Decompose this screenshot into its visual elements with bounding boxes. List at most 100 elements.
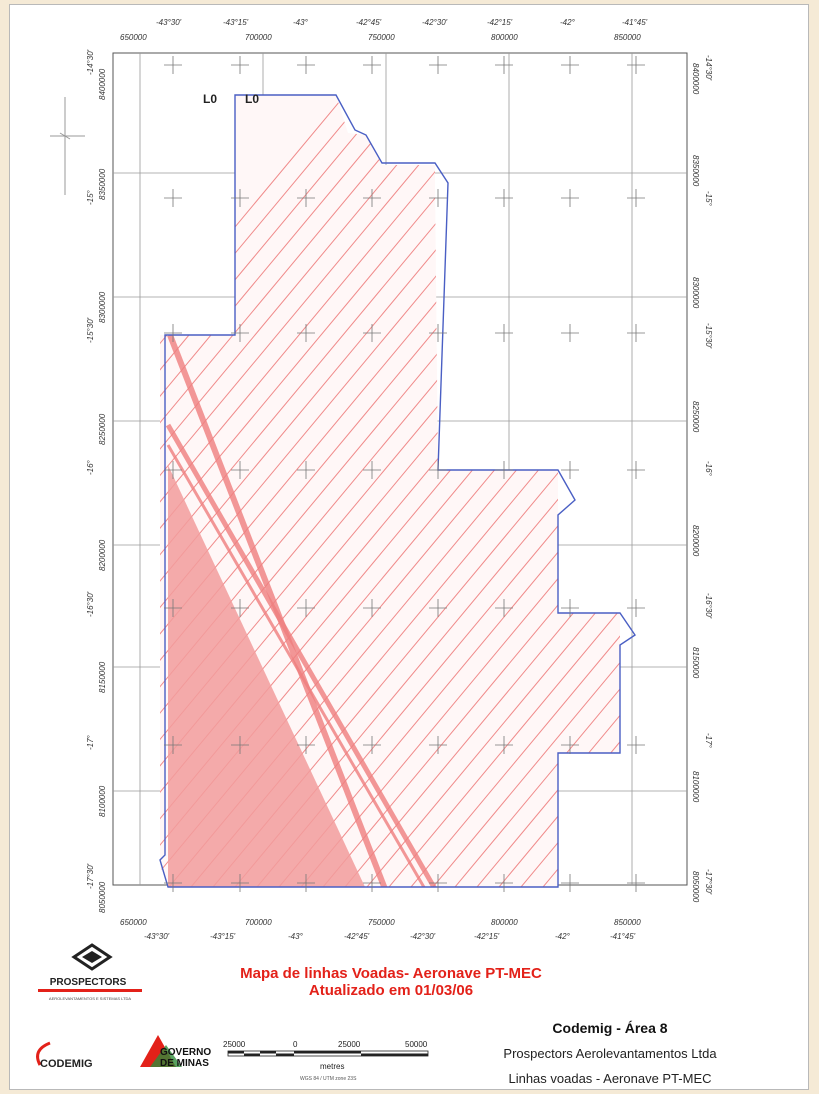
top-longitude-labels: -43°30' -43°15' -43° -42°45' -42°30' -42… [156,18,648,27]
flight-line [395,95,620,887]
svg-text:-42°15': -42°15' [474,932,500,941]
svg-text:8250000: 8250000 [98,413,107,445]
flight-line [351,95,620,887]
svg-text:-43°: -43° [288,932,304,941]
svg-text:-14°30': -14°30' [704,55,713,81]
left-latitude-labels: -14°30' -15° -15°30' -16° -16°30' -17° -… [86,49,95,889]
flight-line [160,95,459,887]
flight-line [160,95,393,887]
svg-text:-15°30': -15°30' [86,317,95,343]
line-label: L0 [245,92,259,106]
svg-text:50000: 50000 [405,1040,428,1049]
svg-text:650000: 650000 [120,33,147,42]
flight-line [285,95,620,887]
svg-text:DE MINAS: DE MINAS [160,1058,209,1069]
svg-text:800000: 800000 [491,918,518,927]
svg-text:-41°45': -41°45' [622,18,648,27]
flight-line [439,95,620,887]
svg-text:-17°30': -17°30' [704,869,713,895]
svg-text:-42°15': -42°15' [487,18,513,27]
flight-line [197,95,620,887]
flight-line [571,95,620,887]
svg-text:-17°30': -17°30' [86,863,95,889]
svg-text:-16°: -16° [86,459,95,475]
svg-text:0: 0 [293,1040,298,1049]
svg-text:8150000: 8150000 [98,661,107,693]
flight-line [770,65,810,905]
svg-text:700000: 700000 [245,33,272,42]
svg-text:8050000: 8050000 [691,871,700,903]
svg-text:800000: 800000 [491,33,518,42]
map-title: Mapa de linhas Voadas- Aeronave PT-MEC [240,965,542,982]
tie-line [166,444,427,887]
svg-text:Linhas voadas - Aeronave PT-ME: Linhas voadas - Aeronave PT-MEC [508,1071,711,1086]
svg-text:-16°30': -16°30' [704,593,713,619]
svg-text:8400000: 8400000 [691,63,700,95]
flight-line [704,65,810,905]
flight-line [160,95,620,887]
svg-text:-14°30': -14°30' [86,49,95,75]
svg-text:8200000: 8200000 [98,539,107,571]
tie-line [165,423,438,887]
svg-text:Codemig - Área 8: Codemig - Área 8 [552,1020,667,1036]
svg-text:25000: 25000 [223,1040,246,1049]
svg-text:8350000: 8350000 [691,155,700,187]
svg-text:-42°45': -42°45' [344,932,370,941]
graticule-crosses [164,56,645,892]
svg-text:-17°: -17° [86,734,95,750]
svg-text:-16°: -16° [704,461,713,477]
svg-text:-42°: -42° [560,18,576,27]
flight-line [307,95,620,887]
svg-text:850000: 850000 [614,33,641,42]
survey-boundary [159,94,636,888]
flight-line [660,65,810,905]
flight-line [593,95,620,887]
svg-text:750000: 750000 [368,918,395,927]
svg-text:-43°30': -43°30' [156,18,182,27]
left-northing-labels: 8400000 8350000 8300000 8250000 8200000 … [98,68,107,913]
svg-text:-42°30': -42°30' [422,18,448,27]
line-label: L0 [203,92,217,106]
svg-text:-15°: -15° [86,189,95,205]
flight-line [549,95,620,887]
svg-text:GOVERNO: GOVERNO [160,1047,211,1058]
svg-text:25000: 25000 [338,1040,361,1049]
prospectors-logo: PROSPECTORS AEROLEVANTAMENTOS E SISTEMAS… [38,943,142,1001]
svg-text:PROSPECTORS: PROSPECTORS [50,977,127,988]
svg-text:-17°: -17° [704,733,713,749]
svg-text:AEROLEVANTAMENTOS E SISTEMAS L: AEROLEVANTAMENTOS E SISTEMAS LTDA [49,996,131,1001]
svg-text:-15°: -15° [704,191,713,207]
svg-text:8100000: 8100000 [691,771,700,803]
flight-line [160,95,503,887]
flight-line [329,95,620,887]
svg-text:8050000: 8050000 [98,881,107,913]
flight-line [160,95,415,887]
svg-text:CODEMIG: CODEMIG [40,1058,93,1070]
map-subtitle: Atualizado em 01/03/06 [309,982,473,999]
svg-text:650000: 650000 [120,918,147,927]
svg-text:8150000: 8150000 [691,647,700,679]
svg-text:8100000: 8100000 [98,785,107,817]
right-latitude-labels: -14°30' -15° -15°30' -16° -16°30' -17° -… [704,55,713,895]
flight-line [160,95,437,887]
survey-map: -43°30' -43°15' -43° -42°45' -42°30' -42… [36,18,810,1086]
svg-text:WGS 84 / UTM zone 23S: WGS 84 / UTM zone 23S [300,1076,357,1082]
svg-text:-42°30': -42°30' [410,932,436,941]
surveyed-area [168,465,365,887]
top-easting-labels: 650000 700000 750000 800000 850000 [120,33,641,42]
svg-text:-42°: -42° [555,932,571,941]
info-block: Codemig - Área 8 Prospectors Aerolevanta… [503,1020,717,1086]
svg-text:-43°15': -43°15' [210,932,236,941]
governo-de-minas-logo: GOVERNO DE MINAS [140,1035,211,1069]
flight-line [748,65,810,905]
svg-text:750000: 750000 [368,33,395,42]
north-symbol [50,97,85,195]
flight-line [160,95,371,887]
flight-line [682,65,810,905]
svg-text:8300000: 8300000 [691,277,700,309]
bottom-longitude-labels: -43°30' -43°15' -43° -42°45' -42°30' -42… [144,932,636,941]
svg-text:-15°30': -15°30' [704,323,713,349]
flight-line [160,95,481,887]
svg-text:-43°15': -43°15' [223,18,249,27]
svg-text:-16°30': -16°30' [86,591,95,617]
